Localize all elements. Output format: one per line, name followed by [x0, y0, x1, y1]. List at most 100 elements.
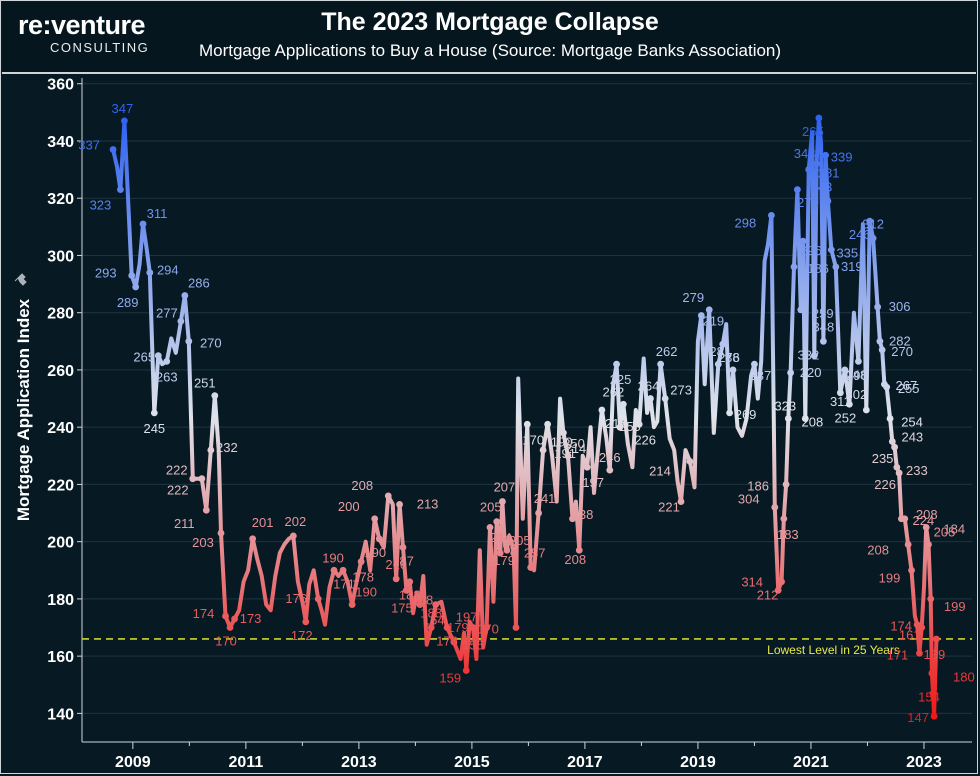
data-label-174: 174	[193, 606, 215, 621]
data-point-286	[181, 292, 189, 299]
data-label-191: 191	[554, 446, 576, 461]
data-label-222: 222	[167, 483, 189, 498]
data-label-171: 171	[887, 647, 909, 662]
data-point-208	[904, 541, 912, 548]
data-label-348: 348	[813, 319, 835, 334]
data-point-270	[824, 197, 832, 205]
data-point-263	[163, 357, 171, 365]
data-label-238: 238	[572, 507, 594, 522]
header-bar	[2, 2, 976, 72]
data-label-199: 199	[944, 599, 966, 614]
data-label-245: 245	[143, 421, 165, 436]
data-label-314: 314	[741, 574, 763, 589]
data-label-298: 298	[735, 215, 757, 230]
data-point-178	[357, 558, 365, 566]
data-point-179	[450, 638, 458, 646]
data-point-216	[392, 575, 400, 583]
data-point-237	[751, 360, 758, 368]
data-point-164	[432, 601, 440, 609]
data-label-155: 155	[462, 638, 484, 653]
y-tick-220: 220	[47, 477, 74, 494]
series-line	[111, 116, 939, 719]
data-point-198	[402, 586, 410, 594]
data-label-332: 332	[797, 348, 819, 363]
data-label-226: 226	[874, 477, 896, 492]
data-point-248	[855, 357, 862, 365]
pin-icon	[14, 273, 27, 286]
data-label-281: 281	[818, 166, 840, 181]
data-label-270: 270	[797, 195, 819, 210]
data-label-269: 269	[735, 407, 757, 422]
data-point-170	[523, 420, 531, 428]
data-point-311	[862, 406, 870, 414]
data-point-201	[249, 535, 257, 543]
data-point-246	[606, 466, 614, 474]
data-label-164: 164	[423, 613, 445, 628]
data-label-179: 179	[447, 620, 469, 635]
data-point-255	[616, 423, 624, 431]
data-point-220	[787, 369, 795, 377]
data-point-265	[815, 114, 823, 122]
data-point-200	[371, 515, 379, 523]
data-point-214	[560, 429, 567, 437]
data-label-319: 319	[841, 259, 863, 274]
data-label-197: 197	[582, 475, 604, 490]
data-label-257: 257	[524, 545, 546, 560]
data-label-335: 335	[836, 246, 858, 261]
data-point-233	[893, 463, 901, 471]
data-point-154	[929, 689, 937, 697]
data-label-205: 205	[934, 525, 956, 540]
data-label-221: 221	[658, 500, 680, 515]
y-tick-300: 300	[47, 248, 74, 265]
data-label-226: 226	[634, 432, 656, 447]
data-label-343: 343	[794, 146, 816, 161]
data-label-211: 211	[174, 516, 195, 531]
data-point-199	[908, 566, 915, 574]
data-point-298	[767, 211, 775, 219]
data-label-183: 183	[777, 527, 799, 542]
data-point-245	[150, 409, 158, 417]
data-point-348	[819, 337, 827, 345]
data-point-183	[406, 578, 414, 586]
data-label-255: 255	[898, 381, 920, 396]
data-point-269	[726, 409, 733, 417]
data-point-205	[493, 518, 501, 526]
data-label-232: 232	[216, 440, 238, 455]
data-point-207	[499, 498, 506, 505]
data-point-186	[790, 263, 798, 271]
data-point-323	[801, 415, 809, 422]
data-label-213: 213	[417, 496, 439, 511]
y-tick-360: 360	[47, 77, 74, 94]
data-label-208: 208	[351, 478, 373, 493]
data-label-243: 243	[901, 429, 923, 444]
data-point-222	[189, 475, 197, 483]
data-label-235: 235	[872, 451, 894, 466]
y-axis-label: Mortgage Application Index	[14, 298, 33, 522]
axes	[81, 78, 972, 749]
data-point-293	[128, 272, 136, 279]
data-label-202: 202	[284, 514, 306, 529]
data-labels: 3373233472932893112942452652632772862702…	[78, 101, 975, 725]
data-label-289: 289	[117, 295, 139, 310]
header-divider	[2, 72, 976, 74]
x-tick-2013: 2013	[341, 754, 377, 771]
data-label-186: 186	[747, 478, 769, 493]
data-point-252	[845, 400, 853, 408]
reference-line-label: Lowest Level in 25 Years	[767, 643, 900, 657]
data-point-332	[810, 352, 818, 360]
data-point-250	[564, 452, 572, 460]
data-point-170	[226, 624, 234, 631]
data-point-235	[891, 443, 898, 451]
data-point-217	[598, 406, 606, 414]
data-point-262	[657, 360, 665, 368]
data-point-276	[729, 366, 737, 374]
data-point-203	[217, 529, 225, 537]
data-label-205: 205	[509, 533, 531, 548]
data-label-237: 237	[750, 368, 772, 383]
data-label-163: 163	[495, 537, 517, 552]
data-label-220: 220	[800, 365, 822, 380]
data-label-190: 190	[322, 550, 344, 565]
data-label-188: 188	[420, 606, 442, 621]
